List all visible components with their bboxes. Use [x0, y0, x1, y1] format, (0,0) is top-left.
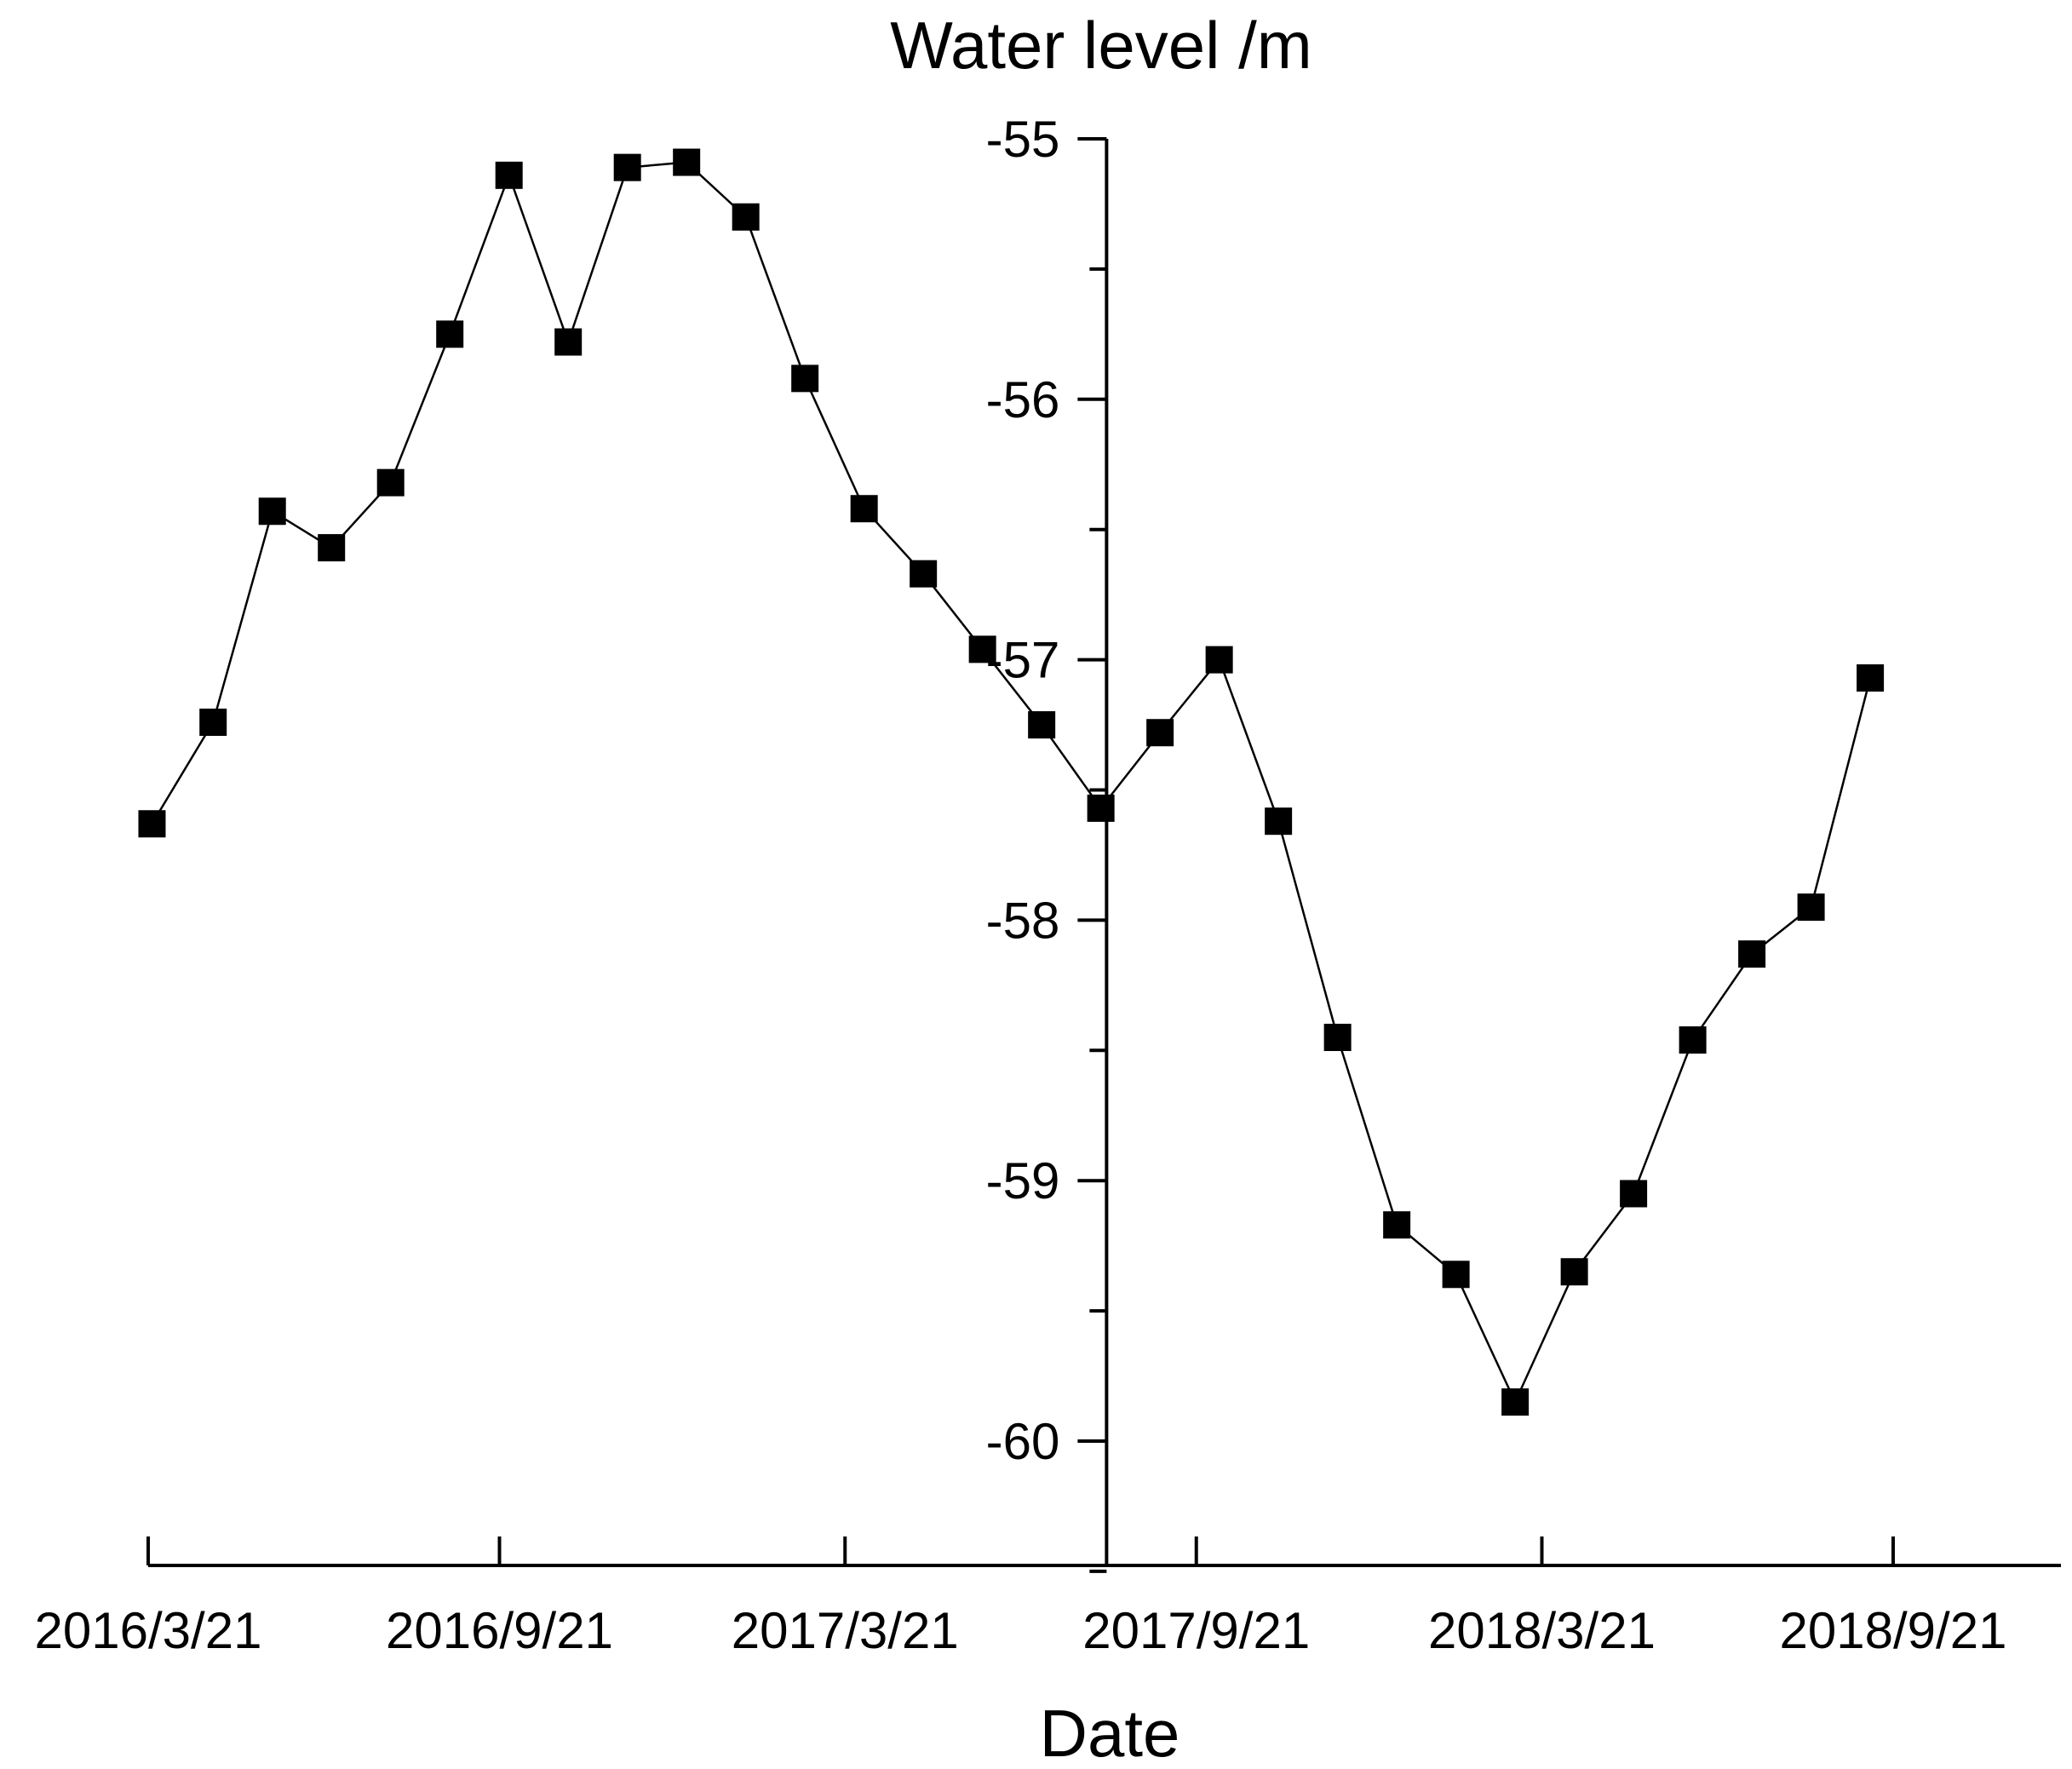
- series-segment: [744, 216, 806, 379]
- data-point-marker: [318, 534, 346, 562]
- data-point-marker: [1323, 1024, 1352, 1052]
- data-point-marker: [138, 810, 166, 838]
- y-axis-ticks: -55 -56 -57 -58 -59 -60: [986, 111, 1107, 1573]
- x-tick-label: 2017/9/21: [1082, 1602, 1310, 1659]
- data-point-marker: [495, 161, 523, 189]
- x-tick-label: 2018/3/21: [1428, 1602, 1656, 1659]
- series-segment: [212, 510, 273, 723]
- series-line-group: [151, 161, 1872, 1403]
- data-point-marker: [1857, 664, 1885, 692]
- y-tick-label: -57: [986, 632, 1060, 689]
- data-point-marker: [1028, 711, 1056, 739]
- series-segment: [508, 175, 570, 342]
- x-axis-ticks: 2016/3/21 2016/9/21 2017/3/21 2017/9/21 2018…: [35, 1536, 2007, 1659]
- data-point-marker: [1560, 1258, 1588, 1286]
- data-point-marker: [554, 328, 583, 356]
- data-point-marker: [1501, 1388, 1530, 1416]
- chart-title: Water level /m: [890, 8, 1312, 83]
- series-segment: [1041, 724, 1102, 809]
- data-point-marker: [1679, 1026, 1707, 1054]
- y-tick-label: -60: [986, 1413, 1060, 1470]
- y-tick-label: -56: [986, 371, 1060, 428]
- data-point-marker: [968, 635, 996, 663]
- data-point-marker: [376, 468, 405, 497]
- data-point-marker: [613, 153, 641, 181]
- data-point-marker: [1205, 646, 1233, 674]
- series-segment: [1810, 677, 1872, 908]
- data-point-marker: [1265, 807, 1293, 836]
- data-point-marker: [199, 708, 227, 736]
- data-point-marker: [1797, 893, 1825, 922]
- series-segment: [1336, 1037, 1398, 1226]
- data-point-marker: [732, 203, 760, 231]
- data-point-marker: [1146, 719, 1174, 747]
- data-point-marker: [850, 495, 878, 523]
- data-point-marker: [436, 320, 464, 348]
- series-segment: [1691, 953, 1753, 1041]
- x-axis-label: Date: [1040, 1696, 1180, 1769]
- data-point-marker: [791, 365, 819, 393]
- series-segment: [1218, 659, 1280, 822]
- data-point-marker: [673, 148, 701, 176]
- y-tick-label: -55: [986, 111, 1060, 168]
- series-segment: [1632, 1039, 1694, 1194]
- x-tick-label: 2016/3/21: [35, 1602, 262, 1659]
- data-point-marker: [1738, 940, 1766, 968]
- series-segment: [804, 377, 865, 509]
- data-point-marker: [258, 497, 286, 526]
- series-markers-group: [138, 148, 1885, 1416]
- series-segment: [1277, 820, 1339, 1038]
- x-tick-label: 2017/3/21: [732, 1602, 959, 1659]
- series-segment: [151, 721, 215, 824]
- x-tick-label: 2018/9/21: [1780, 1602, 2007, 1659]
- series-segment: [567, 167, 628, 342]
- data-point-marker: [1620, 1180, 1648, 1208]
- series-segment: [1513, 1271, 1576, 1403]
- data-point-marker: [1383, 1211, 1411, 1239]
- y-tick-label: -58: [986, 892, 1060, 949]
- data-point-marker: [1442, 1261, 1470, 1289]
- x-tick-label: 2016/9/21: [386, 1602, 613, 1659]
- y-tick-label: -59: [986, 1152, 1060, 1209]
- series-segment: [389, 333, 451, 484]
- series-segment: [449, 175, 510, 335]
- series-segment: [1455, 1273, 1517, 1403]
- data-point-marker: [910, 560, 938, 588]
- data-point-marker: [1087, 794, 1115, 822]
